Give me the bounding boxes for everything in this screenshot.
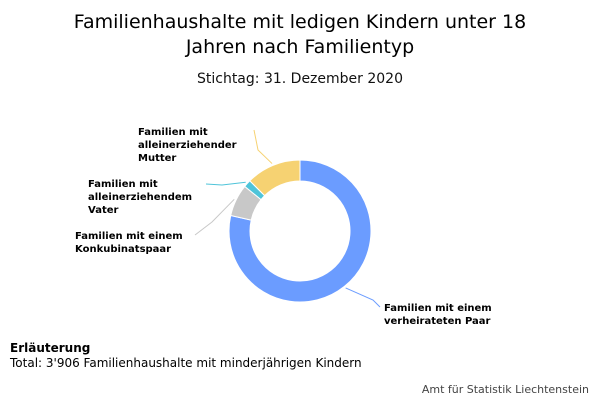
donut-slices	[228, 159, 372, 303]
slice-label-0: Familien mit einem verheirateten Paar	[384, 303, 492, 327]
chart-title-line-2: Jahren nach Familientyp	[185, 36, 414, 58]
slice-label-3: Familien mit alleinerziehender Mutter	[138, 127, 237, 164]
donut-slice-3	[249, 159, 301, 197]
label-connector-3	[253, 129, 273, 164]
notes-text: Total: 3'906 Familienhaushalte mit minde…	[10, 356, 362, 370]
chart-title-line-1: Familienhaushalte mit ledigen Kindern un…	[74, 11, 526, 33]
donut-slice-0	[228, 159, 372, 303]
slice-label-2: Familien mit alleinerziehendem Vater	[88, 179, 192, 216]
notes-heading: Erläuterung	[10, 341, 91, 355]
label-connector-1	[194, 198, 235, 236]
label-connector-2	[205, 181, 246, 186]
slice-label-1: Familien mit einem Konkubinatspaar	[75, 231, 183, 255]
label-connector-0	[345, 287, 381, 308]
slice-labels: Familien mit einem verheirateten Paar Fami…	[75, 127, 492, 327]
source-credit: Amt für Statistik Liechtenstein	[421, 383, 589, 396]
chart-subtitle: Stichtag: 31. Dezember 2020	[197, 71, 403, 87]
